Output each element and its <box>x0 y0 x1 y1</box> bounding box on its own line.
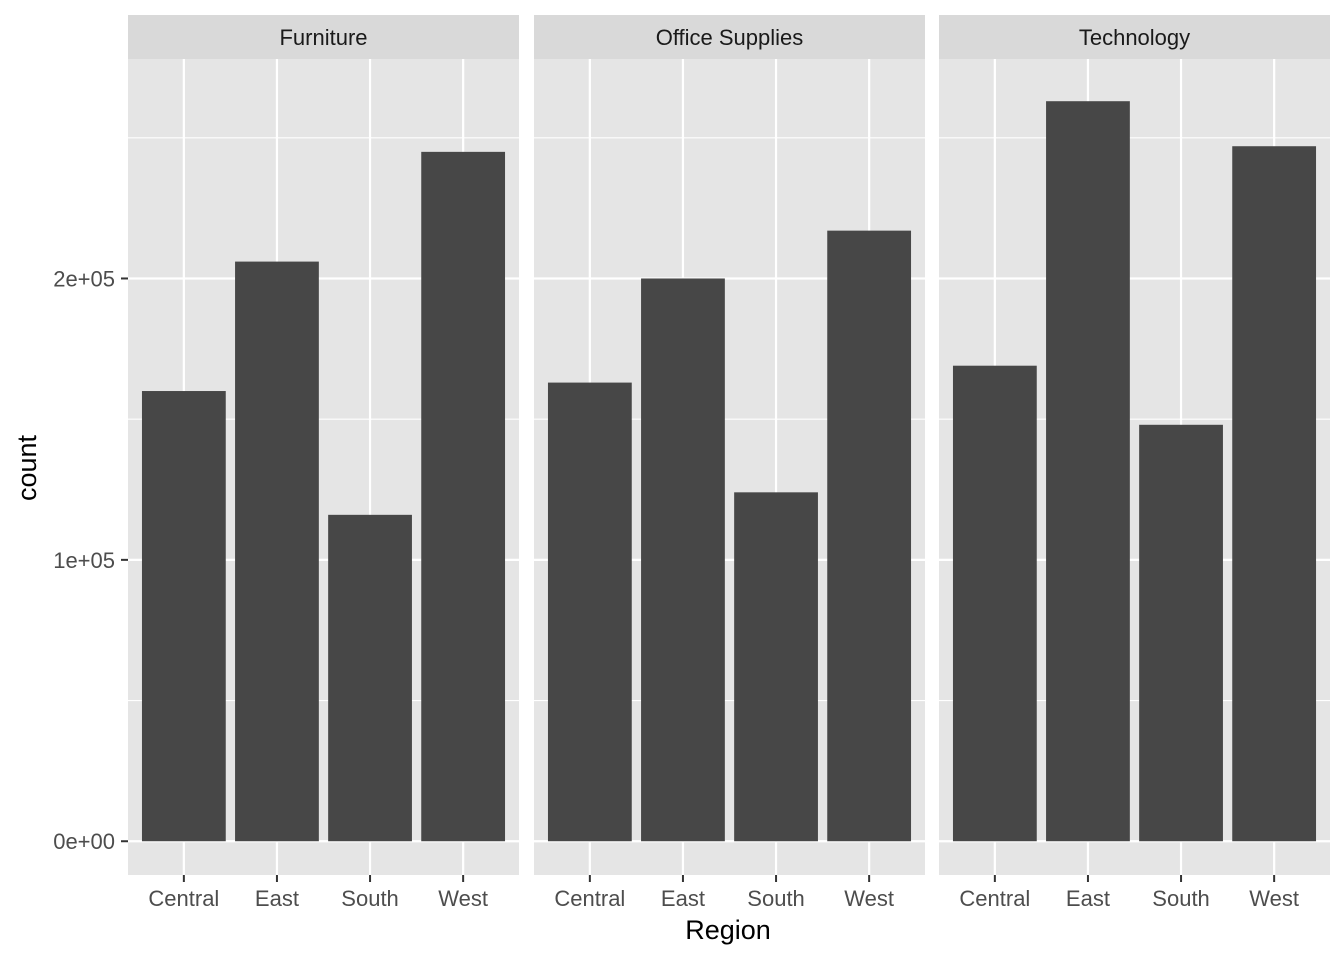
x-tick-label: West <box>844 886 894 911</box>
x-tick-label: West <box>438 886 488 911</box>
y-axis: 0e+00 1e+05 2e+05 <box>53 266 128 854</box>
facet-strip-label: Technology <box>1079 25 1190 50</box>
bar-east <box>235 261 319 842</box>
facet-strip <box>128 15 519 59</box>
bar-west <box>1232 146 1317 842</box>
facet-panel: Technology <box>939 15 1330 875</box>
bar-east <box>641 278 725 842</box>
y-tick-label: 0e+00 <box>53 829 115 854</box>
x-axes: Central East South West Central East South West… <box>148 875 1299 911</box>
facet-strip-label: Office Supplies <box>656 25 804 50</box>
bar-south <box>328 514 412 842</box>
x-axis: Central East South West <box>959 875 1299 911</box>
bar-central <box>547 382 632 842</box>
bar-south <box>1139 424 1223 842</box>
facet-strip <box>534 15 925 59</box>
y-axis-title: count <box>12 434 42 501</box>
facet-panel: Office Supplies <box>534 15 925 875</box>
bar-central <box>952 365 1037 842</box>
x-axis-title: Region <box>685 915 771 945</box>
facet-panel: Furniture <box>128 15 519 875</box>
bar-west <box>421 151 506 842</box>
bar-central <box>141 391 226 842</box>
y-tick-label: 1e+05 <box>53 548 115 573</box>
x-tick-label: Central <box>148 886 219 911</box>
x-tick-label: Central <box>959 886 1030 911</box>
x-tick-label: East <box>1066 886 1110 911</box>
y-tick-label: 2e+05 <box>53 266 115 291</box>
bar-west <box>827 230 912 842</box>
facet-strip-label: Furniture <box>279 25 367 50</box>
facet-panels: Furniture Office Supplies Technology <box>128 15 1330 875</box>
bar-east <box>1046 101 1130 842</box>
x-tick-label: South <box>747 886 805 911</box>
bar-south <box>734 492 818 842</box>
x-tick-label: South <box>341 886 399 911</box>
x-tick-label: Central <box>554 886 625 911</box>
x-tick-label: South <box>1152 886 1210 911</box>
x-axis: Central East South West <box>148 875 488 911</box>
x-tick-label: West <box>1249 886 1299 911</box>
facet-strip <box>939 15 1330 59</box>
x-tick-label: East <box>661 886 705 911</box>
x-axis: Central East South West <box>554 875 894 911</box>
x-tick-label: East <box>255 886 299 911</box>
